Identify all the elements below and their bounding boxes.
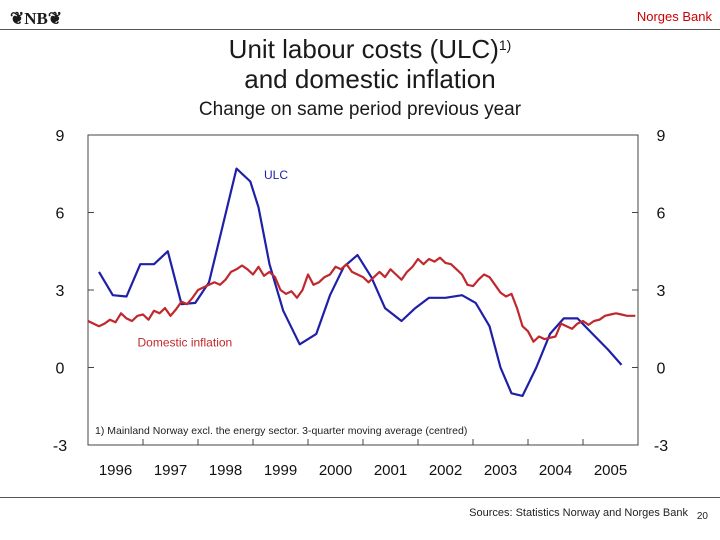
y-tick-label-left: 9 <box>56 128 65 145</box>
page-number: 20 <box>696 511 708 522</box>
series-line-domestic-inflation <box>87 256 636 343</box>
series-label-ulc: ULC <box>264 168 288 182</box>
y-tick-label-left: 3 <box>56 283 65 300</box>
chart-title-line1: Unit labour costs (ULC) <box>228 34 499 64</box>
y-tick-label-right: -3 <box>654 438 668 455</box>
y-tick-label-right: 6 <box>657 206 666 223</box>
series-label-domestic-inflation: Domestic inflation <box>138 336 233 350</box>
bank-name: Norges Bank <box>636 9 712 24</box>
y-tick-label-left: 0 <box>56 361 65 378</box>
footer-divider <box>0 497 720 498</box>
header-divider <box>0 29 720 30</box>
y-tick-label-right: 3 <box>657 283 666 300</box>
norges-bank-logo: ❦NB❦ <box>10 9 63 28</box>
sources-note: Sources: Statistics Norway and Norges Ba… <box>469 507 688 519</box>
x-tick-label: 2004 <box>539 462 572 479</box>
x-tick-label: 2002 <box>429 462 462 479</box>
x-tick-label: 1996 <box>99 462 132 479</box>
chart-title-footnote-mark: 1) <box>498 37 512 53</box>
chart-footnote: 1) Mainland Norway excl. the energy sect… <box>95 425 467 437</box>
series-line-ulc <box>98 167 623 397</box>
y-tick-label-right: 9 <box>657 128 666 145</box>
x-tick-label: 2001 <box>374 462 407 479</box>
x-tick-label: 1997 <box>154 462 187 479</box>
y-tick-label-left: 6 <box>56 206 65 223</box>
x-tick-label: 1998 <box>209 462 242 479</box>
y-tick-label-right: 0 <box>657 361 666 378</box>
chart-title-line2: and domestic inflation <box>244 64 496 94</box>
x-tick-label: 1999 <box>264 462 297 479</box>
plot-area-frame <box>87 134 639 446</box>
chart-title: Unit labour costs (ULC)1) and domestic i… <box>0 34 720 94</box>
y-tick-label-left: -3 <box>53 438 67 455</box>
x-tick-label: 2000 <box>319 462 352 479</box>
chart-subtitle: Change on same period previous year <box>198 99 522 120</box>
x-tick-label: 2003 <box>484 462 517 479</box>
x-tick-label: 2005 <box>594 462 627 479</box>
